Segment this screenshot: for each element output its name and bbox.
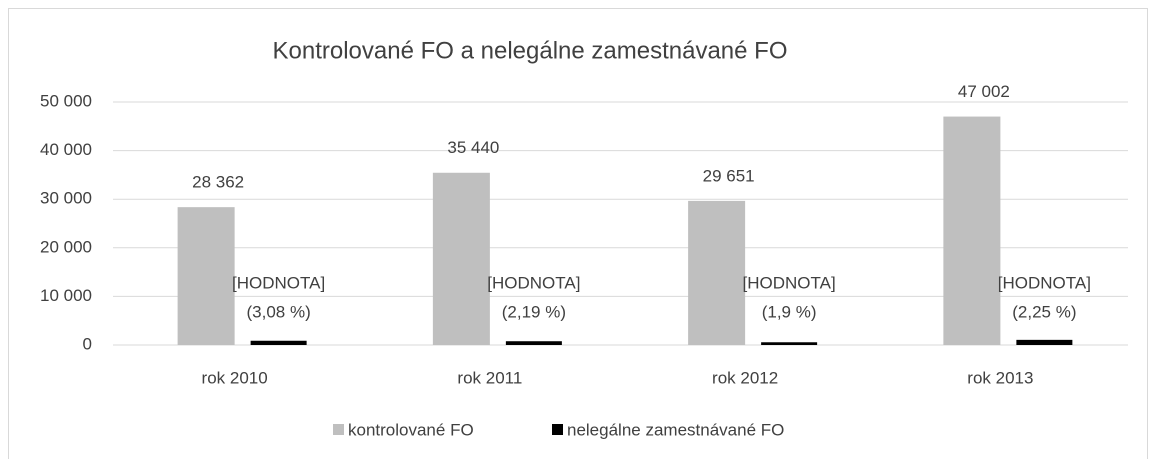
- x-tick-label: rok 2011: [457, 368, 522, 387]
- data-label: 35 440: [447, 138, 499, 157]
- y-tick-label: 40 000: [40, 140, 92, 159]
- y-tick-label: 20 000: [40, 237, 92, 256]
- data-label: 29 651: [703, 166, 755, 185]
- bar: [688, 200, 746, 345]
- data-label: 47 002: [958, 82, 1010, 101]
- bar: [177, 207, 235, 345]
- data-label: (2,25 %): [1012, 302, 1076, 321]
- x-tick-label: rok 2012: [712, 368, 778, 387]
- data-label: [HODNOTA]: [487, 273, 580, 292]
- chart-title: Kontrolované FO a nelegálne zamestnávané…: [273, 37, 788, 64]
- bar: [943, 116, 1001, 345]
- data-label: [HODNOTA]: [743, 273, 836, 292]
- data-label: (1,9 %): [762, 302, 817, 321]
- legend-swatch: [552, 424, 563, 435]
- data-label: 28 362: [192, 173, 244, 192]
- data-label: (3,08 %): [247, 302, 311, 321]
- x-tick-label: rok 2013: [967, 368, 1033, 387]
- data-label: [HODNOTA]: [232, 273, 325, 292]
- y-tick-label: 0: [83, 334, 92, 353]
- legend-label: nelegálne zamestnávané FO: [567, 420, 784, 439]
- bar: [432, 172, 490, 345]
- x-tick-label: rok 2010: [202, 368, 268, 387]
- y-tick-label: 30 000: [40, 189, 92, 208]
- legend-swatch: [333, 424, 344, 435]
- y-tick-label: 50 000: [40, 91, 92, 110]
- bar: [761, 342, 818, 345]
- bar: [1016, 339, 1073, 345]
- bar: [505, 341, 562, 345]
- legend-label: kontrolované FO: [348, 420, 474, 439]
- data-label: (2,19 %): [502, 302, 566, 321]
- bar: [250, 340, 307, 345]
- data-label: [HODNOTA]: [998, 273, 1091, 292]
- y-tick-label: 10 000: [40, 286, 92, 305]
